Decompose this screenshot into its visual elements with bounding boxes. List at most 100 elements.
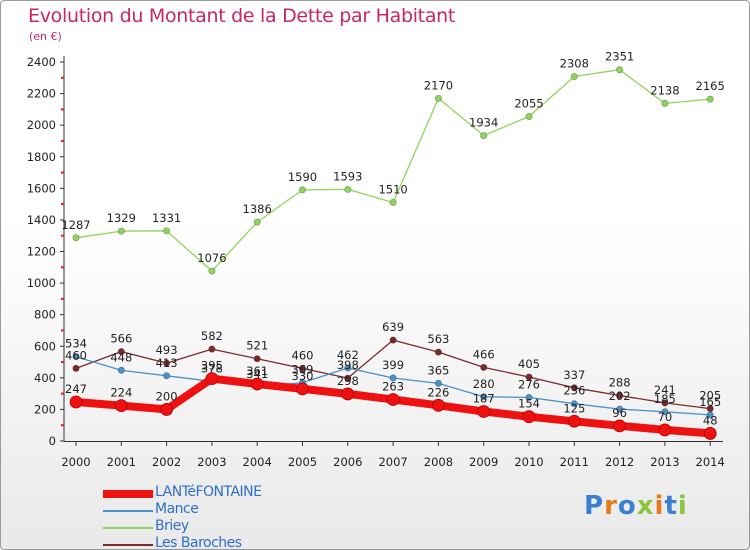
y-tick-label: 2400 [27, 55, 56, 69]
data-label-briey: 1590 [288, 170, 317, 184]
data-label-briey: 2308 [560, 57, 589, 71]
data-label-lant-fontaine: 226 [427, 385, 449, 399]
data-point-briey [434, 94, 442, 102]
data-label-lant-fontaine: 48 [703, 413, 718, 427]
data-label-les-baroches: 205 [699, 389, 721, 403]
data-point-briey [389, 199, 397, 207]
data-point-les-baroches [208, 345, 216, 353]
logo-letter: x [636, 491, 655, 521]
data-label-lant-fontaine: 247 [65, 382, 87, 396]
x-tick-label: 2006 [333, 455, 362, 469]
x-tick-label: 2009 [469, 455, 498, 469]
data-label-briey: 1593 [333, 169, 362, 183]
data-point-les-baroches [253, 355, 261, 363]
data-label-briey: 1287 [61, 218, 90, 232]
data-label-briey: 2165 [696, 79, 725, 93]
data-point-lant-fontaine [522, 410, 536, 424]
data-point-les-baroches [434, 348, 442, 356]
x-tick-label: 2004 [243, 455, 272, 469]
data-label-mance: 280 [473, 377, 495, 391]
data-label-les-baroches: 288 [609, 376, 631, 390]
data-label-les-baroches: 521 [246, 339, 268, 353]
data-point-les-baroches [117, 348, 125, 356]
data-label-lant-fontaine: 154 [518, 397, 540, 411]
data-label-lant-fontaine: 187 [473, 391, 495, 405]
legend-swatch [103, 527, 153, 529]
data-point-briey [72, 234, 80, 242]
data-point-les-baroches [525, 373, 533, 381]
data-point-lant-fontaine [160, 403, 174, 416]
y-tick-label: 1600 [27, 181, 56, 195]
data-label-lant-fontaine: 224 [110, 386, 132, 400]
data-point-briey [253, 218, 261, 226]
data-point-briey [208, 267, 216, 275]
data-point-lant-fontaine [567, 414, 581, 428]
data-label-les-baroches: 460 [65, 348, 87, 362]
x-tick-label: 2002 [152, 455, 181, 469]
logo-letter: i [654, 491, 665, 521]
legend-label: Les Baroches [155, 535, 242, 550]
legend-swatch [103, 544, 153, 546]
data-point-mance [661, 408, 669, 416]
data-point-lant-fontaine [386, 393, 400, 406]
data-label-lant-fontaine: 200 [156, 389, 178, 403]
data-label-lant-fontaine: 298 [337, 374, 359, 388]
data-point-briey [163, 227, 171, 235]
y-tick-label: 1800 [27, 150, 56, 164]
series-line-briey [75, 69, 711, 272]
data-label-lant-fontaine: 125 [563, 401, 585, 415]
data-label-briey: 1076 [197, 251, 226, 265]
y-tick-label: 0 [49, 434, 56, 448]
data-point-mance [480, 393, 488, 401]
legend-label: Mance [155, 501, 199, 517]
data-label-les-baroches: 566 [110, 332, 132, 346]
proxiti-logo: Proxiti [584, 491, 688, 521]
data-point-mance [570, 400, 578, 408]
data-label-les-baroches: 405 [518, 357, 540, 371]
data-label-briey: 1934 [469, 116, 498, 130]
data-label-mance: 276 [518, 377, 540, 391]
x-tick-label: 2003 [197, 455, 226, 469]
legend-swatch [103, 510, 153, 512]
data-point-lant-fontaine [613, 419, 626, 433]
data-point-lant-fontaine [250, 377, 264, 391]
data-label-mance: 413 [156, 356, 178, 370]
data-label-mance: 462 [337, 348, 359, 362]
data-point-les-baroches [661, 399, 669, 407]
data-label-mance: 202 [609, 389, 631, 403]
data-label-les-baroches: 466 [473, 347, 495, 361]
data-point-briey [117, 227, 125, 235]
data-label-les-baroches: 398 [337, 358, 359, 372]
data-point-lant-fontaine [431, 398, 445, 412]
logo-letter: P [584, 491, 605, 521]
x-tick-label: 2005 [288, 455, 317, 469]
data-point-les-baroches [570, 384, 578, 392]
x-tick-label: 2001 [107, 455, 136, 469]
data-point-briey [480, 132, 488, 140]
data-label-mance: 534 [65, 337, 87, 351]
chart-title: Evolution du Montant de la Dette par Hab… [28, 5, 456, 27]
data-label-les-baroches: 241 [654, 383, 676, 397]
x-tick-label: 2011 [560, 455, 589, 469]
y-tick-label: 1200 [27, 245, 56, 259]
data-label-les-baroches: 337 [563, 368, 585, 382]
data-label-lant-fontaine: 395 [201, 359, 223, 373]
data-point-briey [706, 95, 714, 103]
data-point-briey [525, 112, 533, 120]
data-label-mance: 448 [110, 350, 132, 364]
legend-swatch [103, 490, 153, 498]
data-label-les-baroches: 460 [292, 348, 314, 362]
y-tick-label: 1000 [27, 276, 56, 290]
data-label-lant-fontaine: 70 [658, 410, 673, 424]
x-tick-label: 2008 [424, 455, 453, 469]
data-label-briey: 1329 [107, 211, 136, 225]
data-label-briey: 2170 [424, 78, 453, 92]
data-label-lant-fontaine: 96 [612, 406, 627, 420]
data-label-mance: 341 [246, 367, 268, 381]
x-tick-label: 2010 [514, 455, 543, 469]
data-label-lant-fontaine: 263 [382, 379, 404, 393]
data-point-lant-fontaine [114, 399, 128, 413]
data-point-mance [434, 379, 442, 387]
data-label-briey: 2055 [514, 96, 543, 110]
